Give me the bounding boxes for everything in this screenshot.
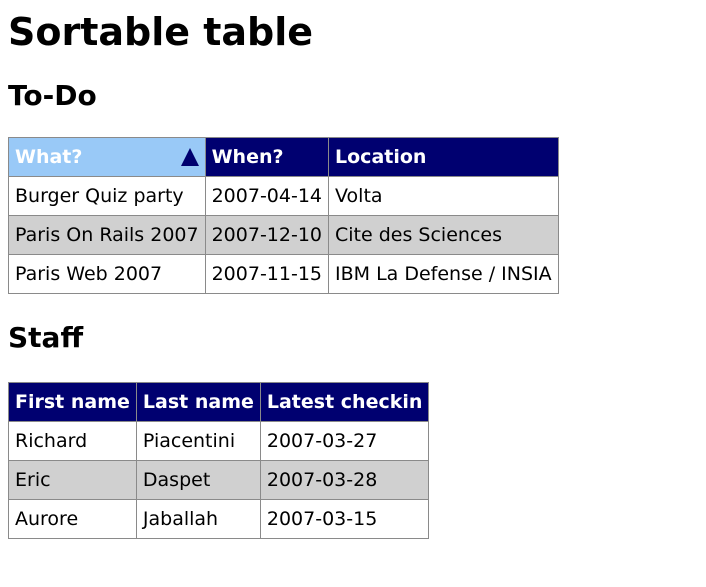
- todo-header-row: What? When? Location: [8, 137, 559, 177]
- table-row: Paris On Rails 2007 2007-12-10 Cite des …: [8, 215, 559, 255]
- table-cell: 2007-03-28: [259, 460, 430, 500]
- todo-column-header-when[interactable]: When?: [204, 137, 330, 177]
- staff-column-header-last-name[interactable]: Last name: [135, 382, 261, 422]
- sort-ascending-icon: [180, 148, 199, 166]
- table-cell: Daspet: [135, 460, 261, 500]
- table-cell: Jaballah: [135, 499, 261, 539]
- table-cell: Piacentini: [135, 421, 261, 461]
- table-cell: Burger Quiz party: [8, 176, 206, 216]
- page-title: Sortable table: [8, 10, 314, 54]
- column-header-label: First name: [15, 391, 130, 413]
- table-cell: Aurore: [8, 499, 137, 539]
- table-cell: 2007-04-14: [204, 176, 330, 216]
- todo-table: What? When? Location Burger Quiz party 2…: [8, 137, 559, 294]
- table-cell: 2007-03-27: [259, 421, 430, 461]
- table-row: Eric Daspet 2007-03-28: [8, 460, 430, 500]
- staff-table: First name Last name Latest checkin Rich…: [8, 382, 430, 539]
- column-header-label: When?: [211, 146, 284, 168]
- staff-column-header-latest-checkin[interactable]: Latest checkin: [259, 382, 430, 422]
- column-header-label: Location: [335, 146, 427, 168]
- staff-header-row: First name Last name Latest checkin: [8, 382, 430, 422]
- table-cell: Richard: [8, 421, 137, 461]
- table-cell: 2007-12-10: [204, 215, 330, 255]
- todo-column-header-location[interactable]: Location: [328, 137, 559, 177]
- table-row: Aurore Jaballah 2007-03-15: [8, 499, 430, 539]
- table-row: Burger Quiz party 2007-04-14 Volta: [8, 176, 559, 216]
- table-cell: 2007-03-15: [259, 499, 430, 539]
- staff-column-header-first-name[interactable]: First name: [8, 382, 137, 422]
- table-row: Paris Web 2007 2007-11-15 IBM La Defense…: [8, 254, 559, 294]
- column-header-label: What?: [15, 146, 83, 168]
- table-cell: Cite des Sciences: [328, 215, 559, 255]
- table-cell: Paris Web 2007: [8, 254, 206, 294]
- todo-heading: To-Do: [8, 79, 97, 112]
- page: Sortable table To-Do What? When? Locatio…: [0, 6, 706, 539]
- table-cell: 2007-11-15: [204, 254, 330, 294]
- todo-column-header-what[interactable]: What?: [8, 137, 206, 177]
- table-cell: Volta: [328, 176, 559, 216]
- column-header-label: Last name: [142, 391, 254, 413]
- table-cell: Eric: [8, 460, 137, 500]
- table-row: Richard Piacentini 2007-03-27: [8, 421, 430, 461]
- table-cell: IBM La Defense / INSIA: [328, 254, 559, 294]
- table-cell: Paris On Rails 2007: [8, 215, 206, 255]
- column-header-label: Latest checkin: [266, 391, 423, 413]
- staff-heading: Staff: [8, 321, 84, 354]
